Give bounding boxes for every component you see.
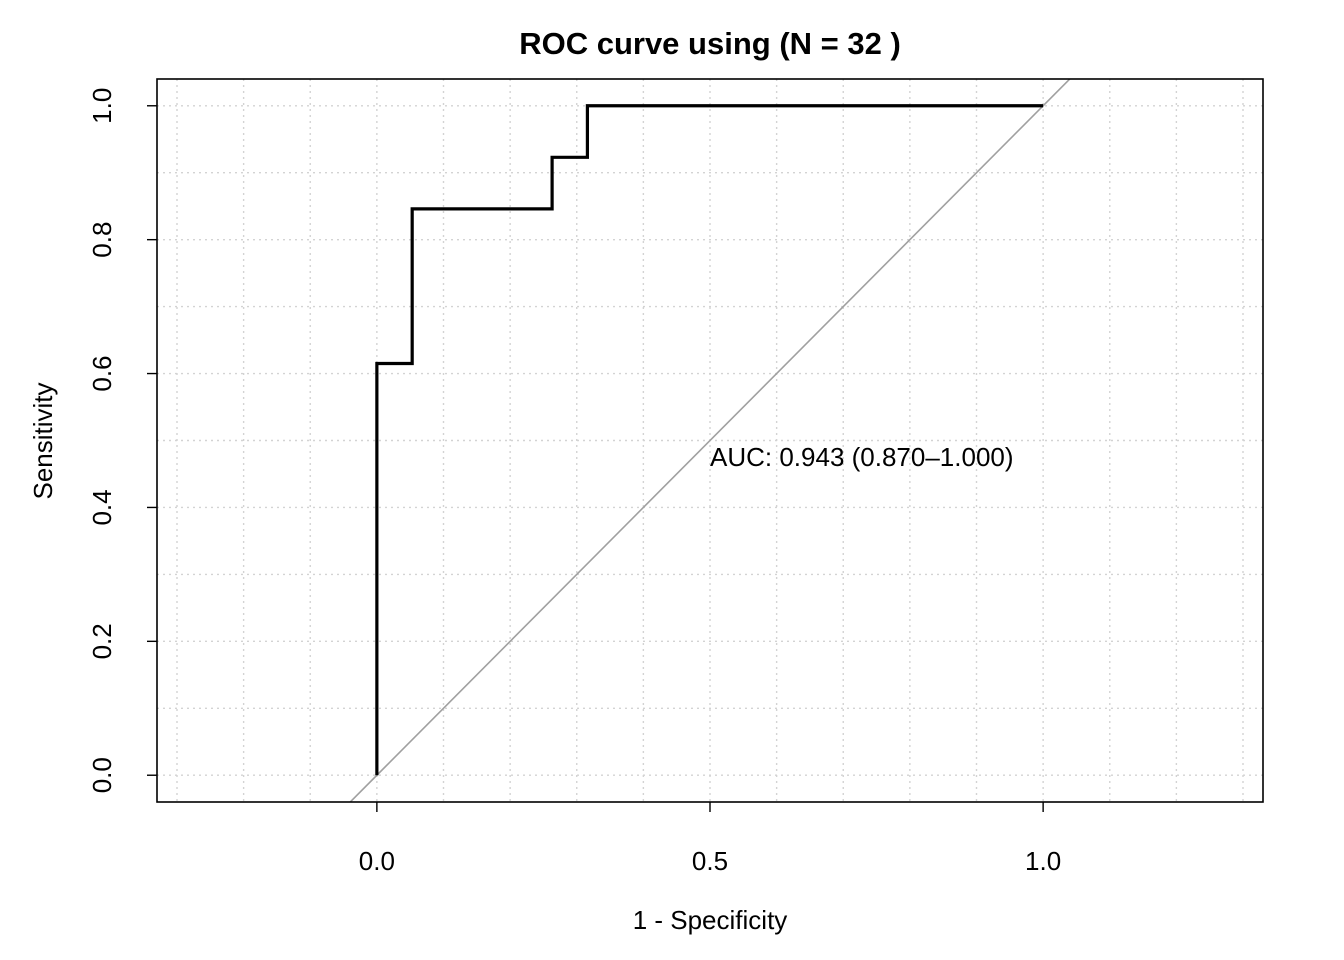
y-axis-label: Sensitivity [28, 382, 58, 499]
y-tick-label: 1.0 [87, 88, 117, 124]
auc-annotation: AUC: 0.943 (0.870–1.000) [710, 442, 1014, 472]
x-axis: 0.0 0.5 1.0 [359, 802, 1061, 876]
x-tick-label: 0.0 [359, 846, 395, 876]
y-axis: 0.0 0.2 0.4 0.6 0.8 1.0 [87, 88, 157, 793]
y-tick-label: 0.6 [87, 355, 117, 391]
y-tick-label: 0.0 [87, 757, 117, 793]
x-tick-label: 0.5 [692, 846, 728, 876]
y-tick-label: 0.8 [87, 222, 117, 258]
x-tick-label: 1.0 [1025, 846, 1061, 876]
x-axis-label: 1 - Specificity [633, 905, 788, 935]
chart-title: ROC curve using (N = 32 ) [519, 26, 901, 61]
y-tick-label: 0.4 [87, 489, 117, 525]
y-tick-label: 0.2 [87, 623, 117, 659]
reference-diagonal [349, 79, 1071, 802]
roc-curve [375, 104, 1044, 776]
